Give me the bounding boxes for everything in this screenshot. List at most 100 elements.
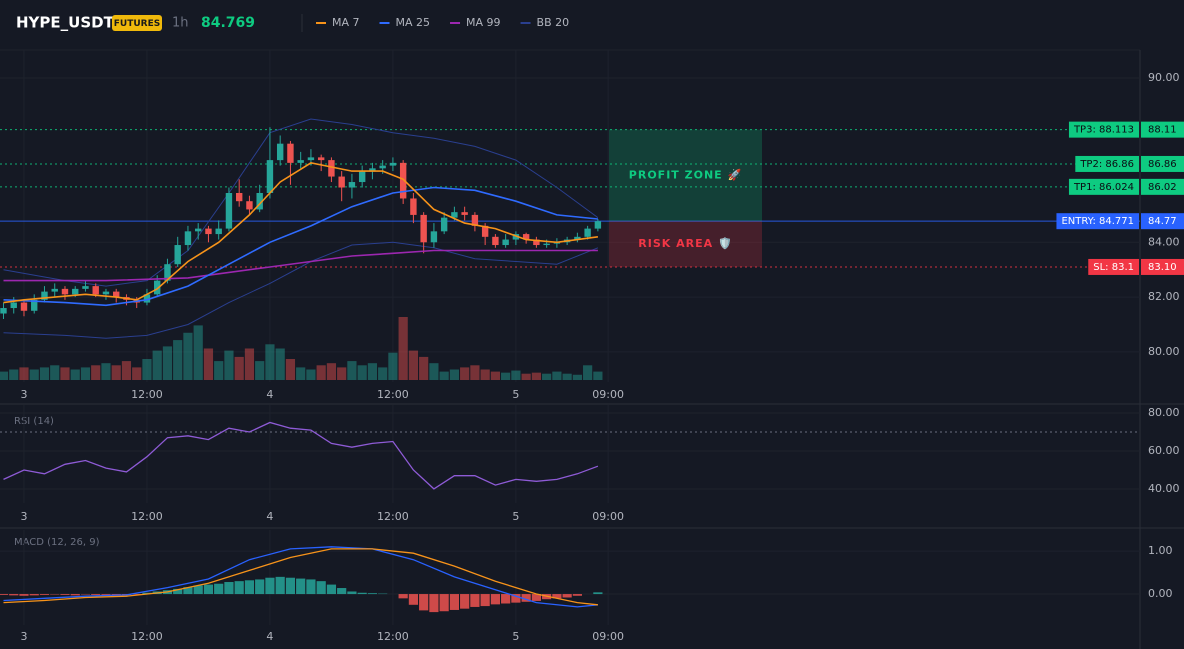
histogram-bar <box>357 592 367 595</box>
candle-body <box>584 228 591 237</box>
volume-bar <box>203 348 214 380</box>
candle-body <box>164 264 171 281</box>
histogram-bar <box>511 594 521 603</box>
level-tag: ENTRY: 84.771 <box>1061 216 1134 227</box>
zone-label: RISK AREA 🛡️ <box>638 237 732 250</box>
histogram-bar <box>9 594 19 596</box>
x-tick-label: 3 <box>20 388 27 401</box>
candle-body <box>143 294 151 303</box>
histogram-bar <box>347 591 357 595</box>
volume-bar <box>326 363 337 380</box>
candle-body <box>20 302 28 311</box>
axis-tag: 84.77 <box>1148 216 1177 227</box>
volume-bar <box>183 332 193 380</box>
level-tag: SL: 83.1 <box>1093 262 1134 273</box>
histogram-bar <box>480 594 490 607</box>
y-tick-label: 90.00 <box>1148 71 1180 84</box>
candle-body <box>522 234 530 240</box>
candle-body <box>440 217 448 232</box>
moving-average <box>3 162 599 304</box>
interval: 1h <box>172 16 189 31</box>
volume-bar <box>542 373 552 380</box>
level-tag: TP1: 86.024 <box>1073 182 1134 193</box>
volume-bar <box>234 356 244 380</box>
x-tick-label: 12:00 <box>377 388 409 401</box>
volume-bar <box>80 367 91 380</box>
zone <box>609 221 762 267</box>
candle-body <box>369 168 376 172</box>
candle-body <box>317 157 325 161</box>
axis-tag-bg <box>1141 258 1184 275</box>
x-tick-label: 12:00 <box>377 510 409 523</box>
histogram-bar <box>183 587 193 595</box>
histogram-bar <box>0 594 9 595</box>
candle-body <box>379 165 386 169</box>
histogram-bar <box>244 580 255 595</box>
histogram-bar <box>552 594 562 599</box>
histogram-bar <box>562 594 572 598</box>
volume-bar <box>552 371 562 380</box>
x-tick-label: 4 <box>266 388 273 401</box>
candle-body <box>512 234 520 240</box>
histogram-bar <box>326 584 337 595</box>
y-tick-label: 1.00 <box>1148 544 1173 557</box>
histogram-bar <box>367 593 378 595</box>
histogram-bar <box>521 594 531 602</box>
histogram-bar <box>70 594 80 596</box>
histogram-bar <box>490 594 500 605</box>
histogram-bar <box>19 594 29 596</box>
histogram-bar <box>408 594 419 605</box>
indicator-line <box>3 548 598 606</box>
volume-bar <box>562 373 572 380</box>
histogram-bar <box>234 581 244 595</box>
volume-bar <box>265 344 275 380</box>
candle-body <box>543 243 550 246</box>
candle-body <box>102 291 110 295</box>
volume-bar <box>296 367 306 380</box>
volume-bar <box>439 371 449 380</box>
volume-bar <box>121 361 132 380</box>
panel-title: MACD (12, 26, 9) <box>14 537 100 548</box>
candle-body <box>31 299 38 311</box>
histogram-bar <box>501 594 511 604</box>
level-tag: TP3: 88.113 <box>1073 125 1134 136</box>
volume-bar <box>501 372 511 380</box>
histogram-bar <box>285 577 296 595</box>
indicator-line <box>3 546 598 608</box>
candle-body <box>399 162 407 199</box>
candle-body <box>574 236 581 240</box>
candle-body <box>51 288 58 292</box>
volume-bar <box>0 371 9 380</box>
histogram-bar <box>203 584 214 595</box>
bollinger-band <box>3 118 599 287</box>
volume-bar <box>357 365 367 380</box>
candle-body <box>276 143 284 161</box>
histogram-bar <box>29 594 39 596</box>
volume-bar <box>19 367 29 380</box>
axis-tag: 86.86 <box>1148 159 1177 170</box>
x-tick-label: 09:00 <box>592 630 624 643</box>
candle-body <box>92 286 99 295</box>
x-tick-label: 5 <box>512 510 519 523</box>
y-tick-label: 0.00 <box>1148 587 1173 600</box>
axis-tag: 88.11 <box>1148 125 1177 136</box>
histogram-bar <box>214 583 224 595</box>
histogram-bar <box>224 582 234 595</box>
histogram-bar <box>316 581 326 595</box>
histogram-bar <box>193 585 203 595</box>
histogram-bar <box>572 594 582 596</box>
symbol: HYPE_USDT <box>16 14 115 32</box>
candle-body <box>215 228 222 235</box>
candle-body <box>205 228 212 235</box>
volume-bar <box>111 365 121 380</box>
volume-bar <box>449 369 460 380</box>
candle-body <box>41 291 48 300</box>
legend-label: BB 20 <box>537 16 570 29</box>
histogram-bar <box>470 594 480 607</box>
volume-bar <box>101 363 111 380</box>
volume-bar <box>50 365 60 380</box>
axis-tag-bg <box>1141 178 1184 195</box>
